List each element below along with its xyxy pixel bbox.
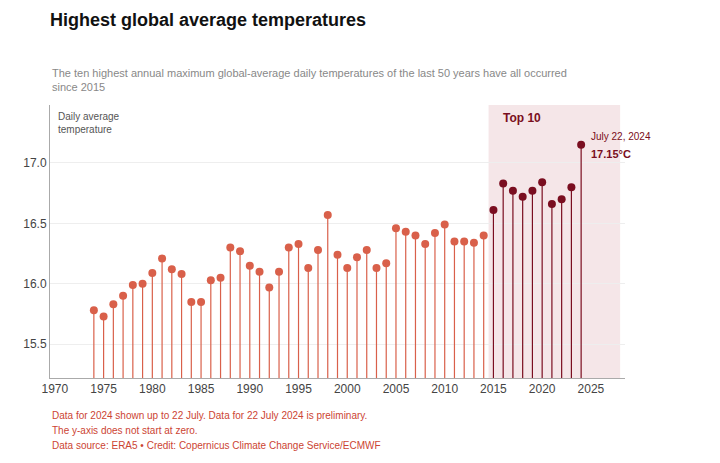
- svg-text:1990: 1990: [236, 382, 263, 396]
- svg-text:2010: 2010: [431, 382, 458, 396]
- svg-text:1995: 1995: [285, 382, 312, 396]
- svg-text:Data for 2024 shown up to 22 J: Data for 2024 shown up to 22 July. Data …: [52, 410, 367, 421]
- svg-text:2020: 2020: [529, 382, 556, 396]
- svg-text:1985: 1985: [188, 382, 215, 396]
- svg-text:2015: 2015: [480, 382, 507, 396]
- svg-text:2025: 2025: [578, 382, 605, 396]
- svg-text:Data source: ERA5 • Credit: Co: Data source: ERA5 • Credit: Copernicus C…: [52, 440, 381, 451]
- svg-text:15.5: 15.5: [23, 337, 47, 351]
- svg-text:17.0: 17.0: [23, 156, 47, 170]
- svg-text:16.0: 16.0: [23, 277, 47, 291]
- svg-text:2000: 2000: [334, 382, 361, 396]
- svg-text:The y-axis does not start at z: The y-axis does not start at zero.: [52, 425, 198, 436]
- svg-text:Top 10: Top 10: [503, 111, 541, 125]
- svg-text:Highest global average tempera: Highest global average temperatures: [50, 10, 366, 30]
- svg-text:1970: 1970: [42, 382, 69, 396]
- svg-text:July 22, 2024: July 22, 2024: [591, 131, 651, 142]
- svg-text:The ten highest annual maximum: The ten highest annual maximum global-av…: [52, 67, 567, 93]
- svg-text:1980: 1980: [139, 382, 166, 396]
- svg-text:17.15°C: 17.15°C: [591, 148, 631, 160]
- svg-text:1975: 1975: [90, 382, 117, 396]
- svg-text:16.5: 16.5: [23, 217, 47, 231]
- svg-text:2005: 2005: [383, 382, 410, 396]
- svg-text:Daily averagetemperature: Daily averagetemperature: [58, 111, 120, 135]
